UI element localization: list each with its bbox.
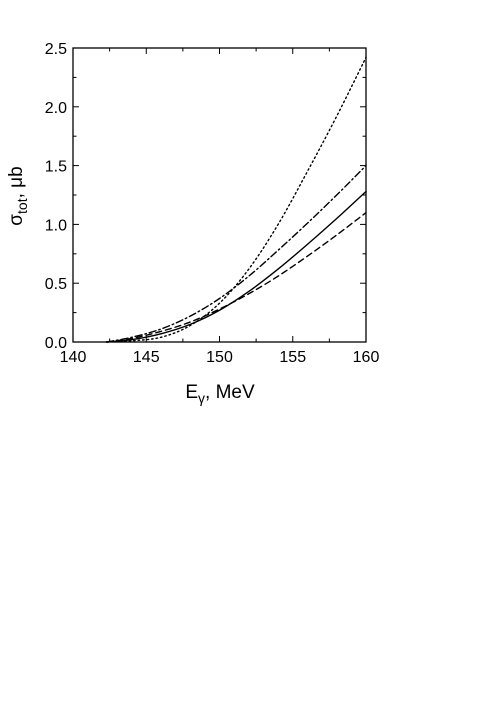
x-axis-title-sub: γ (198, 390, 205, 406)
y-tick-label: 1.5 (45, 159, 67, 176)
y-tick-label: 0.0 (45, 335, 67, 352)
y-tick-label: 1.0 (45, 217, 67, 234)
x-axis-title-main: E (185, 382, 198, 403)
x-tick-label: 140 (60, 349, 87, 366)
x-axis-title: Eγ, MeV (185, 382, 255, 406)
y-axis-title: σtot, μb (6, 166, 30, 225)
series-dashed-line (106, 211, 367, 343)
axis-tick-labels: 140 145 150 155 160 0.0 0.5 1.0 1.5 2.0 2.5 (45, 41, 380, 366)
y-axis-title-sub: tot (14, 198, 30, 214)
series-dotted-line (106, 56, 367, 343)
y-tick-label: 2.0 (45, 100, 67, 117)
axis-ticks (72, 47, 367, 343)
y-tick-label: 0.5 (45, 276, 67, 293)
series-dashdot-line (106, 164, 367, 343)
y-tick-label: 2.5 (45, 41, 67, 58)
x-axis-title-rest: , MeV (205, 382, 255, 403)
x-tick-label: 145 (133, 349, 160, 366)
series-group (106, 56, 367, 343)
series-solid-line (106, 190, 367, 343)
x-tick-label: 150 (206, 349, 233, 366)
y-axis-title-main: σ (6, 214, 27, 226)
y-axis-title-rest: , μb (6, 166, 27, 198)
x-tick-label: 160 (353, 349, 380, 366)
x-tick-label: 155 (279, 349, 306, 366)
